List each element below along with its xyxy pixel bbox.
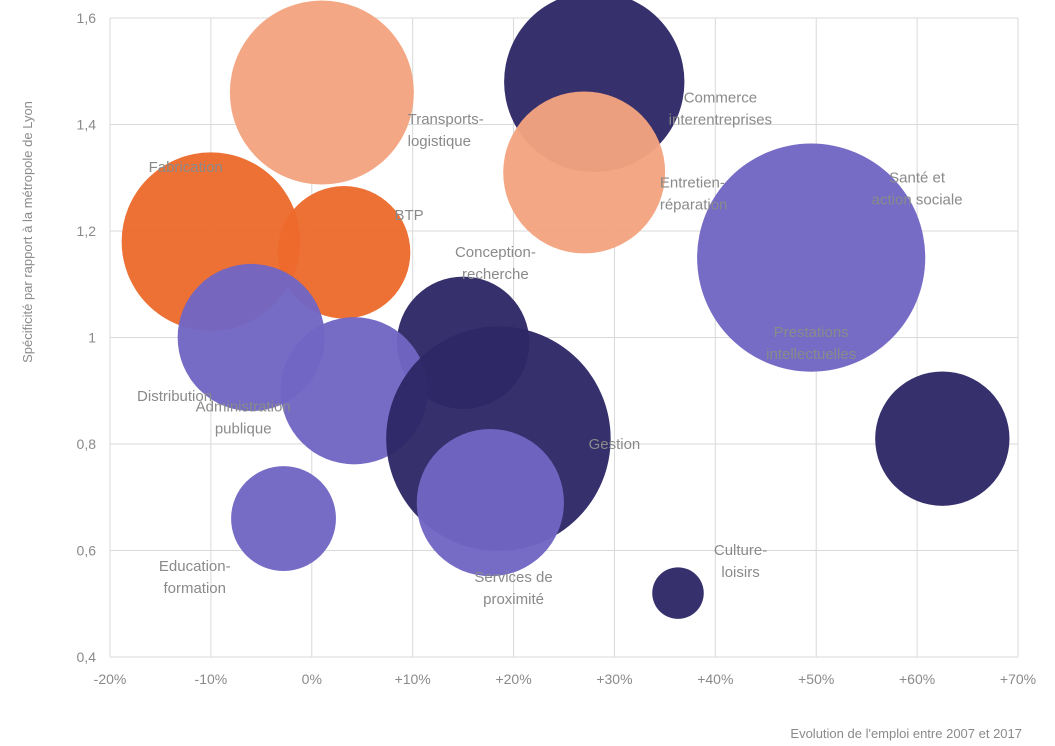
x-axis-ticks: -20% -10% 0% +10% +20% +30% +40% +50% +60% +70% bbox=[94, 671, 1036, 687]
x-tick-label: +20% bbox=[495, 671, 531, 687]
y-tick-label: 1,4 bbox=[77, 117, 97, 133]
y-axis-title: Spécificité par rapport à la métropole d… bbox=[20, 101, 35, 363]
bubble-label-line: intellectuelles bbox=[766, 346, 856, 363]
bubble-label-btp: BTP bbox=[395, 207, 424, 224]
bubble-label-line: Prestations bbox=[774, 324, 849, 341]
bubble-label-line: Distribution bbox=[137, 388, 212, 405]
bubble-sante-et-action-sociale bbox=[697, 143, 926, 372]
y-tick-label: 0,6 bbox=[77, 543, 97, 559]
bubble-culture-loisirs bbox=[652, 567, 704, 619]
x-tick-label: +70% bbox=[1000, 671, 1036, 687]
bubble-label-line: réparation bbox=[660, 197, 728, 214]
bubble-label-education-formation: Education-formation bbox=[159, 558, 231, 597]
bubble-prestations-intellectuelles bbox=[875, 371, 1010, 506]
bubble-label-distribution: Distribution bbox=[137, 388, 212, 405]
bubble-label-entretien-reparation: Entretien-réparation bbox=[660, 175, 728, 214]
bubble-label-line: action sociale bbox=[872, 191, 963, 208]
bubble-label-commerce-interentreprises: Commerce interentreprises bbox=[669, 90, 772, 129]
y-tick-label: 1 bbox=[88, 330, 96, 346]
bubble-label-line: BTP bbox=[395, 207, 424, 224]
bubble-label-line: loisirs bbox=[721, 564, 759, 581]
bubble-label-transports-logistique: Transports-logistique bbox=[408, 111, 484, 150]
bubble-label-line: publique bbox=[215, 420, 272, 437]
y-tick-label: 0,4 bbox=[77, 649, 97, 665]
bubble-label-sante-et-action-sociale: Santé et action sociale bbox=[872, 169, 963, 208]
bubble-label-line: formation bbox=[163, 580, 226, 597]
y-tick-label: 1,2 bbox=[77, 223, 97, 239]
bubble-label-line: Transports- bbox=[408, 111, 484, 128]
bubble-label-culture-loisirs: Culture-loisirs bbox=[714, 542, 767, 581]
bubble-transports-logistique bbox=[229, 0, 414, 185]
bubble-label-line: Entretien- bbox=[660, 175, 725, 192]
bubbles bbox=[121, 0, 1010, 619]
x-tick-label: -20% bbox=[94, 671, 127, 687]
bubble-label-administration-publique: Administration publique bbox=[196, 398, 291, 437]
bubble-label-line: Education- bbox=[159, 558, 231, 575]
bubble-label-line: Santé et bbox=[889, 169, 946, 186]
bubble-label-line: Conception- bbox=[455, 244, 536, 261]
x-tick-label: 0% bbox=[302, 671, 322, 687]
bubble-labels: Transports-logistique Commerce interentrep… bbox=[137, 90, 963, 608]
bubble-label-line: recherche bbox=[462, 266, 529, 283]
bubble-label-line: Services de bbox=[474, 569, 552, 586]
x-tick-label: +50% bbox=[798, 671, 834, 687]
bubble-label-line: Commerce bbox=[684, 90, 757, 107]
bubble-label-gestion: Gestion bbox=[589, 436, 641, 453]
bubble-label-line: Fabrication bbox=[149, 159, 223, 176]
bubble-education-formation bbox=[231, 466, 336, 571]
x-tick-label: -10% bbox=[195, 671, 228, 687]
x-axis-title: Evolution de l'emploi entre 2007 et 2017 bbox=[790, 726, 1022, 741]
bubble-btp bbox=[277, 186, 411, 319]
bubble-label-prestations-intellectuelles: Prestations intellectuelles bbox=[766, 324, 856, 363]
y-axis-ticks: 0,4 0,6 0,8 1 1,2 1,4 1,6 bbox=[77, 10, 97, 665]
bubble-label-line: interentreprises bbox=[669, 112, 772, 129]
bubble-entretien-reparation bbox=[503, 91, 666, 254]
bubble-label-line: Culture- bbox=[714, 542, 767, 559]
x-tick-label: +60% bbox=[899, 671, 935, 687]
bubble-label-conception-recherche: Conception-recherche bbox=[455, 244, 536, 283]
bubble-label-line: Administration bbox=[196, 398, 291, 415]
x-tick-label: +10% bbox=[395, 671, 431, 687]
bubble-label-fabrication: Fabrication bbox=[149, 159, 223, 176]
bubble-label-services-de-proximite: Services de proximité bbox=[474, 569, 552, 608]
y-tick-label: 1,6 bbox=[77, 10, 97, 26]
bubble-label-line: proximité bbox=[483, 591, 544, 608]
x-tick-label: +30% bbox=[596, 671, 632, 687]
bubble-label-line: Gestion bbox=[589, 436, 641, 453]
y-tick-label: 0,8 bbox=[77, 436, 97, 452]
bubble-label-line: logistique bbox=[408, 133, 471, 150]
x-tick-label: +40% bbox=[697, 671, 733, 687]
bubble-services-de-proximite bbox=[416, 428, 564, 577]
